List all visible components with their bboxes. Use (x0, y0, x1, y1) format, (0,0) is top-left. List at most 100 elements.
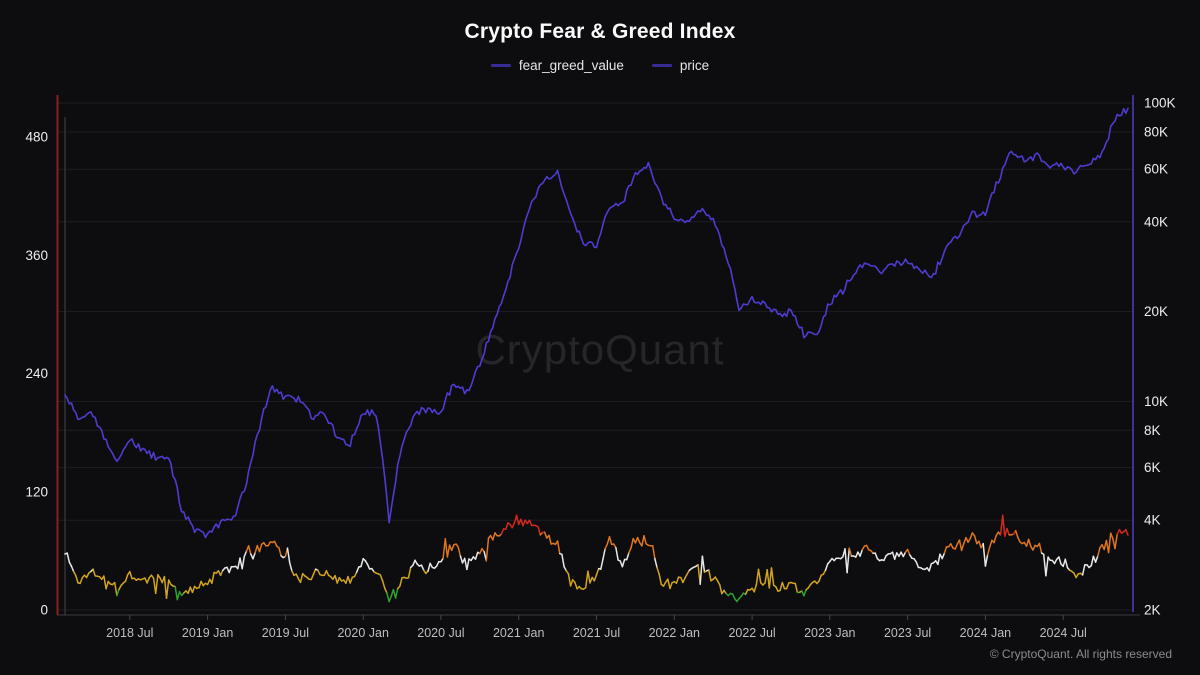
fear-greed-line-segment (630, 537, 634, 549)
legend-item-fear-greed[interactable]: fear_greed_value (490, 58, 624, 73)
legend: fear_greed_value price (0, 58, 1200, 73)
fear-greed-line-segment (446, 544, 451, 558)
y-tick-label-left: 480 (25, 130, 48, 145)
fear-greed-line-segment (950, 543, 954, 549)
fear-greed-line-segment (984, 554, 989, 567)
x-tick-label: 2019 Jul (262, 626, 309, 640)
fear-greed-line-segment (450, 543, 455, 552)
fear-greed-line-segment (241, 555, 246, 570)
fear-greed-line-segment (941, 552, 946, 560)
fear-greed-line-segment (641, 535, 645, 547)
fear-greed-line-segment (474, 551, 479, 560)
fear-greed-line-segment (124, 574, 129, 582)
fear-greed-line-segment (288, 562, 293, 572)
fear-greed-line-segment (794, 582, 799, 594)
fear-greed-line-segment (978, 540, 982, 549)
fear-greed-line-segment (176, 590, 181, 601)
fear-greed-line-segment (515, 514, 520, 526)
x-tick-label: 2021 Jul (573, 626, 620, 640)
fear-greed-line-segment (105, 580, 109, 590)
fear-greed-line-segment (768, 567, 773, 589)
y-tick-label-left: 0 (40, 603, 48, 618)
fear-greed-line-segment (708, 569, 712, 582)
fear-greed-line-segment (943, 546, 948, 554)
plot-area[interactable] (65, 95, 1133, 615)
fear-greed-line-segment (381, 580, 386, 590)
fear-greed-line-segment (505, 522, 509, 530)
fear-greed-line-segment (75, 574, 79, 584)
fear-greed-line-segment (252, 552, 256, 560)
fear-greed-line-segment (859, 548, 864, 557)
x-tick-label: 2022 Jul (728, 626, 775, 640)
fear-greed-line-segment (219, 569, 224, 577)
fear-greed-line-segment (628, 546, 632, 554)
fear-greed-line-segment (146, 576, 151, 584)
fear-greed-line-segment (824, 563, 829, 571)
y-tick-label-right: 8K (1144, 423, 1161, 438)
legend-item-label: fear_greed_value (518, 58, 624, 73)
fear-greed-line-segment (537, 526, 542, 536)
fear-greed-line-segment (669, 581, 673, 590)
fear-greed-line-segment (589, 576, 593, 584)
fear-greed-line-segment (325, 570, 330, 577)
y-tick-label-right: 20K (1144, 304, 1168, 319)
fear-greed-line-segment (701, 555, 706, 573)
fear-greed-line-segment (366, 563, 371, 570)
fear-greed-line-segment (198, 580, 202, 589)
y-tick-label-right: 60K (1144, 162, 1168, 177)
x-tick-label: 2020 Jan (337, 626, 388, 640)
x-tick-label: 2021 Jan (493, 626, 544, 640)
legend-item-price[interactable]: price (651, 58, 709, 73)
fear-greed-line-segment (846, 547, 851, 574)
fear-greed-line-segment (770, 567, 775, 587)
fear-greed-line-segment (1027, 538, 1032, 548)
fear-greed-line-segment (699, 555, 704, 585)
fear-greed-line-segment (394, 587, 399, 599)
fear-greed-line-segment (336, 576, 341, 584)
fear-greed-line-segment (556, 540, 561, 555)
fear-greed-line-segment (427, 562, 431, 572)
fear-greed-line-segment (355, 566, 360, 573)
fear-greed-line-segment (247, 545, 252, 555)
fear-greed-line-segment (973, 535, 978, 545)
fear-greed-line-segment (874, 552, 879, 560)
fear-greed-line-segment (604, 543, 609, 550)
fear-greed-line-segment (595, 567, 600, 576)
fear-greed-line-segment (349, 576, 354, 584)
fear-greed-line-segment (602, 548, 606, 560)
fear-greed-line-segment (960, 542, 965, 552)
fear-greed-line-segment (982, 542, 987, 567)
fear-greed-line-segment (848, 547, 853, 557)
chart-title: Crypto Fear & Greed Index (464, 20, 736, 43)
fear-greed-line-segment (643, 535, 647, 545)
fear-greed-line-segment (163, 575, 168, 599)
fear-greed-line-segment (883, 555, 887, 562)
y-tick-label-left: 240 (25, 366, 48, 381)
fear-greed-line-segment (420, 564, 425, 571)
fear-greed-line-segment (113, 581, 118, 597)
fear-greed-line-segment (291, 570, 295, 577)
fear-greed-line-segment (191, 585, 196, 594)
y-tick-label-left: 360 (25, 248, 48, 263)
fear-greed-line-segment (511, 522, 516, 529)
fear-greed-line-segment (167, 579, 172, 586)
fear-greed-line-segment (548, 534, 552, 545)
fear-greed-line-segment (779, 581, 784, 592)
fear-greed-line-segment (1045, 556, 1049, 577)
fear-greed-line-segment (435, 560, 440, 567)
fear-greed-line-segment (79, 577, 84, 585)
fear-greed-line-segment (993, 534, 997, 544)
fear-greed-line-segment (479, 547, 483, 555)
fear-greed-line-segment (116, 588, 120, 597)
fear-greed-line-segment (654, 557, 658, 569)
copyright-footer: © CryptoQuant. All rights reserved (989, 647, 1172, 661)
fear-greed-line-segment (615, 546, 619, 561)
x-tick-label: 2018 Jul (106, 626, 153, 640)
fear-greed-line-segment (154, 574, 159, 595)
fear-greed-line-segment (731, 593, 736, 600)
fear-greed-line-segment (656, 566, 660, 576)
fear-greed-line-segment (384, 587, 388, 594)
fear-greed-line-segment (567, 573, 572, 587)
fear-greed-line-segment (103, 575, 107, 590)
